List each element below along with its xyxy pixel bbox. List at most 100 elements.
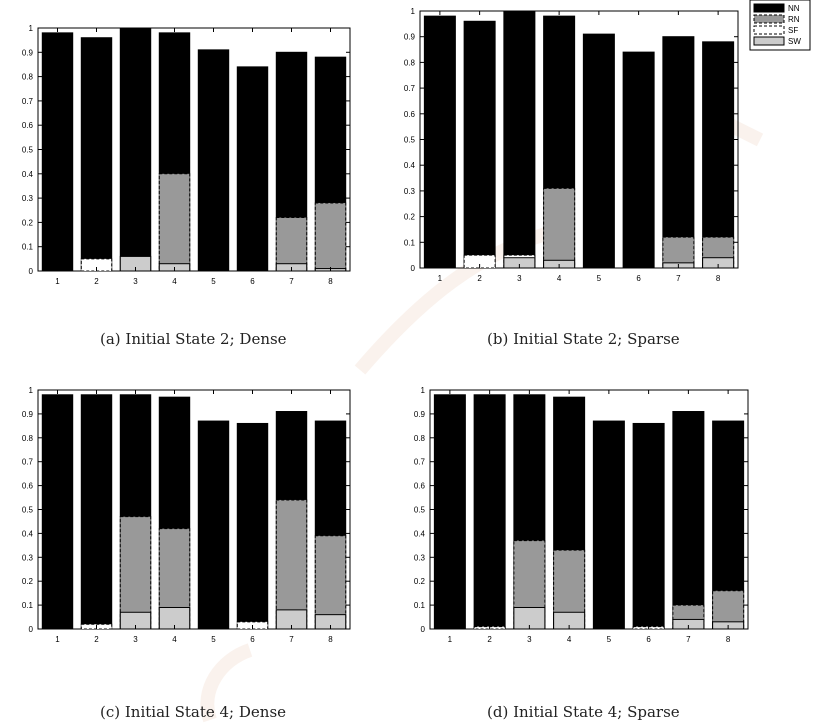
x-tick-label: 6 [646, 635, 651, 644]
x-tick-label: 3 [133, 635, 138, 644]
y-tick-label: 0.1 [22, 601, 34, 610]
bar-nn-2 [473, 394, 506, 630]
x-tick-label: 8 [726, 635, 731, 644]
y-tick-label: 1 [29, 386, 34, 395]
y-tick-label: 0.5 [414, 506, 426, 515]
y-tick-label: 0.6 [22, 121, 34, 130]
chart-d: 0 0.1 0.2 0.3 0.4 0.5 0.6 0.7 0.8 0.9 1 1 2 3 4 5 6 7 8 [414, 386, 749, 644]
panel-a: 0 0.1 0.2 0.3 0.4 0.5 0.6 0.7 0.8 0.9 1 1 2 3 4 5 6 7 8 (a… [0, 0, 400, 360]
caption-b: (b) Initial State 2; Sparse [487, 330, 680, 348]
chart-b: 0 0.1 0.2 0.3 0.4 0.5 0.6 0.7 0.8 0.9 1 1 2 3 4 5 6 7 8 NN R… [404, 0, 811, 283]
x-tick-label: 8 [716, 274, 721, 283]
y-tick-label: 0.7 [404, 84, 416, 93]
x-tick-label: 4 [172, 277, 177, 286]
legend-label-nn: NN [788, 4, 800, 13]
panel-d: 0 0.1 0.2 0.3 0.4 0.5 0.6 0.7 0.8 0.9 1 1 2 3 4 5 6 7 8 (d… [395, 380, 835, 727]
bar-nn-1 [41, 32, 74, 272]
x-tick-label: 2 [477, 274, 482, 283]
bar-nn-3 [119, 27, 152, 272]
y-tick-label: 0.4 [414, 529, 426, 538]
y-tick-label: 0.8 [22, 73, 34, 82]
bar-nn-1 [433, 394, 466, 630]
y-tick-label: 0.7 [22, 458, 34, 467]
bar-nn-5 [197, 420, 230, 630]
y-tick-label: 0.6 [404, 110, 416, 119]
bar-nn-3 [503, 10, 536, 269]
bar-nn-5 [592, 420, 625, 630]
bar-rn-7 [275, 217, 308, 272]
y-tick-label: 0.6 [414, 482, 426, 491]
x-tick-label: 3 [133, 277, 138, 286]
bar-nn-6 [236, 422, 269, 630]
x-tick-label: 1 [448, 635, 453, 644]
x-tick-label: 7 [289, 277, 294, 286]
x-tick-label: 4 [172, 635, 177, 644]
bar-nn-1 [41, 394, 74, 630]
y-tick-label: 0.3 [22, 194, 34, 203]
bar-nn-2 [463, 20, 496, 269]
panel-b: 0 0.1 0.2 0.3 0.4 0.5 0.6 0.7 0.8 0.9 1 1 2 3 4 5 6 7 8 NN R… [395, 0, 835, 360]
bar-rn-3 [119, 516, 152, 630]
y-tick-label: 0 [421, 625, 426, 634]
bar-rn-4 [158, 173, 191, 272]
y-tick-label: 0.1 [22, 243, 34, 252]
y-tick-label: 0.2 [22, 218, 34, 227]
legend-swatch-rn [753, 14, 785, 24]
caption-d: (d) Initial State 4; Sparse [487, 703, 680, 721]
y-tick-label: 0.5 [22, 506, 34, 515]
y-tick-label: 0.2 [414, 577, 426, 586]
y-tick-label: 0.4 [404, 161, 416, 170]
x-tick-label: 1 [55, 277, 60, 286]
y-tick-label: 0.2 [404, 213, 416, 222]
y-tick-label: 0.2 [22, 577, 34, 586]
x-tick-label: 1 [438, 274, 443, 283]
y-tick-label: 1 [411, 7, 416, 16]
bar-nn-2 [80, 394, 113, 630]
legend-label-rn: RN [788, 15, 800, 24]
y-tick-label: 0.4 [22, 170, 34, 179]
bar-nn-5 [197, 49, 230, 272]
legend-swatch-nn [753, 3, 785, 13]
x-tick-label: 5 [607, 635, 612, 644]
panel-c: 0 0.1 0.2 0.3 0.4 0.5 0.6 0.7 0.8 0.9 1 1 2 3 4 5 6 7 8 (c… [0, 380, 400, 727]
y-tick-label: 0 [29, 267, 34, 276]
x-tick-label: 5 [211, 635, 216, 644]
y-tick-label: 0.5 [22, 146, 34, 155]
bar-nn-7 [662, 36, 695, 269]
y-tick-label: 0.7 [414, 458, 426, 467]
chart-c: 0 0.1 0.2 0.3 0.4 0.5 0.6 0.7 0.8 0.9 1 1 2 3 4 5 6 7 8 [22, 386, 351, 644]
legend-label-sw: SW [788, 37, 801, 46]
legend-swatch-sw [753, 36, 785, 46]
y-tick-label: 0.7 [22, 97, 34, 106]
x-tick-label: 5 [211, 277, 216, 286]
x-tick-label: 3 [527, 635, 532, 644]
y-tick-label: 0.9 [404, 33, 416, 42]
x-tick-label: 7 [289, 635, 294, 644]
y-tick-label: 0.9 [22, 48, 34, 57]
x-tick-label: 6 [250, 277, 255, 286]
y-tick-label: 1 [421, 386, 426, 395]
y-tick-label: 0.8 [404, 58, 416, 67]
y-tick-label: 0 [29, 625, 34, 634]
y-tick-label: 0.1 [414, 601, 426, 610]
bar-rn-8 [314, 202, 347, 272]
bar-nn-6 [236, 66, 269, 272]
x-tick-label: 5 [597, 274, 602, 283]
y-tick-label: 0.3 [22, 553, 34, 562]
y-tick-label: 0.3 [404, 187, 416, 196]
x-tick-label: 2 [487, 635, 492, 644]
y-tick-label: 0 [411, 264, 416, 273]
x-tick-label: 2 [94, 277, 99, 286]
x-tick-label: 1 [55, 635, 60, 644]
x-tick-label: 4 [567, 635, 572, 644]
y-tick-label: 0.9 [22, 410, 34, 419]
caption-c: (c) Initial State 4; Dense [100, 703, 287, 721]
bar-nn-1 [423, 15, 456, 269]
y-tick-label: 0.4 [22, 529, 34, 538]
bar-rn-7 [275, 499, 308, 630]
bar-rn-8 [314, 535, 347, 630]
bar-nn-5 [582, 33, 615, 269]
x-tick-label: 6 [636, 274, 641, 283]
chart-a: 0 0.1 0.2 0.3 0.4 0.5 0.6 0.7 0.8 0.9 1 1 2 3 4 5 6 7 8 [22, 24, 351, 286]
y-tick-label: 0.8 [414, 434, 426, 443]
